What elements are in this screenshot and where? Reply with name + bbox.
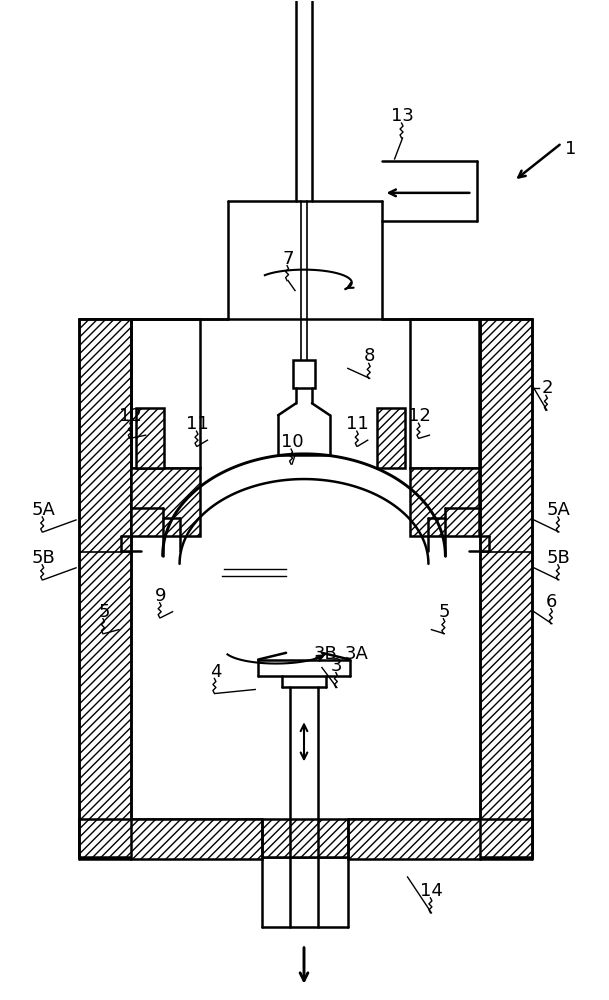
Bar [79,819,532,857]
Text: 8: 8 [364,347,375,365]
Text: 11: 11 [347,415,369,433]
Text: 11: 11 [186,415,209,433]
Text: 13: 13 [391,107,414,125]
Bar [377,408,404,468]
Bar [480,319,532,857]
Text: 5B: 5B [547,549,571,567]
Text: 12: 12 [119,407,143,425]
Text: 12: 12 [408,407,431,425]
Text: 14: 14 [420,882,443,900]
Bar [136,408,164,468]
Text: 5: 5 [438,603,450,621]
Text: 9: 9 [155,587,166,605]
Bar [131,468,200,536]
Text: 2: 2 [541,379,552,397]
Text: 3: 3 [331,657,343,675]
Text: 5A: 5A [31,501,55,519]
Text: 5B: 5B [31,549,55,567]
Text: 10: 10 [281,433,303,451]
Text: 1: 1 [565,140,577,158]
Text: 7: 7 [283,250,294,268]
Text: 5A: 5A [547,501,571,519]
Bar [293,360,315,388]
Text: 5: 5 [98,603,110,621]
Text: 3B: 3B [314,645,338,663]
Text: 4: 4 [209,663,221,681]
Bar [79,319,131,857]
Bar [409,468,479,536]
Text: 3A: 3A [345,645,368,663]
Text: 6: 6 [546,593,558,611]
Bar [348,819,480,859]
Bar [131,819,262,859]
